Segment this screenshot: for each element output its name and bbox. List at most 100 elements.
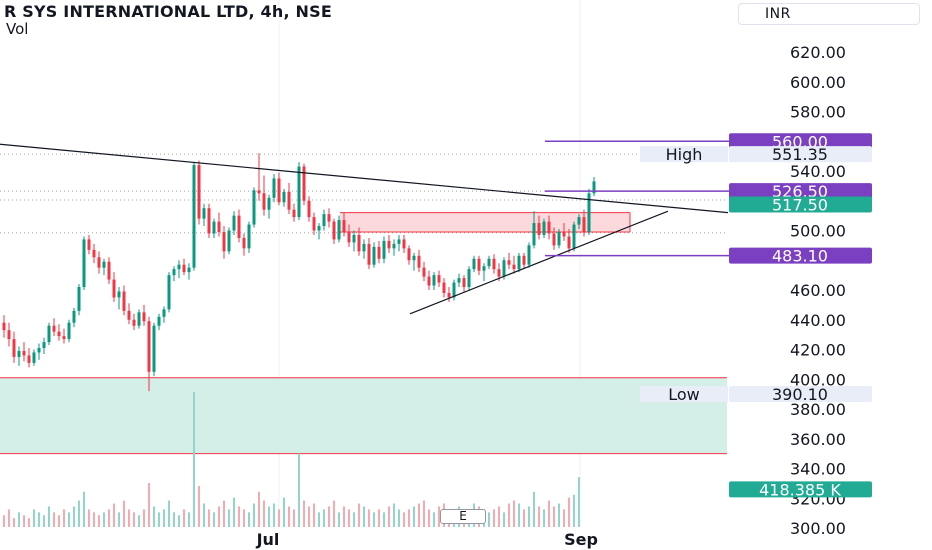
candle[interactable] [387, 234, 391, 253]
candle[interactable] [172, 266, 176, 282]
candle[interactable] [397, 234, 401, 252]
candle[interactable] [147, 316, 151, 392]
candle[interactable] [137, 309, 141, 329]
price-label-light[interactable]: 551.35 High [640, 145, 872, 164]
descending-trendline[interactable] [0, 143, 729, 214]
candle[interactable] [482, 263, 486, 282]
candle[interactable] [377, 240, 381, 264]
candle[interactable] [217, 212, 221, 237]
candle[interactable] [332, 218, 336, 244]
candle[interactable] [427, 270, 431, 290]
candle[interactable] [242, 233, 246, 256]
candle[interactable] [212, 218, 216, 238]
candle[interactable] [532, 211, 536, 249]
candle[interactable] [102, 258, 106, 276]
candle[interactable] [192, 162, 196, 271]
candle[interactable] [237, 209, 241, 243]
candle[interactable] [462, 275, 466, 292]
candle[interactable] [577, 214, 581, 230]
candle[interactable] [177, 260, 181, 279]
candle[interactable] [322, 209, 326, 231]
candle[interactable] [337, 215, 341, 243]
price-axis[interactable]: 620.00 600.00 580.00 540.00 500.00 460.00 440.… [640, 43, 872, 538]
price-label-purple[interactable]: 526.50 [729, 182, 872, 201]
price-label-green[interactable]: 418.385 K [729, 480, 872, 499]
candle[interactable] [297, 162, 301, 221]
candle[interactable] [37, 343, 41, 360]
candle[interactable] [467, 266, 471, 290]
candle[interactable] [292, 203, 296, 222]
candle[interactable] [107, 257, 111, 285]
candle[interactable] [442, 278, 446, 298]
candle[interactable] [127, 303, 131, 325]
candle[interactable] [352, 230, 356, 252]
symbol-title[interactable]: R SYS INTERNATIONAL LTD, 4h, NSE [4, 2, 332, 21]
currency-button[interactable]: INR [738, 3, 920, 25]
candle[interactable] [267, 194, 271, 219]
candle[interactable] [72, 307, 76, 328]
candle[interactable] [437, 270, 441, 288]
candle[interactable] [507, 252, 511, 270]
candle[interactable] [277, 172, 281, 206]
candle[interactable] [517, 252, 521, 273]
candle[interactable] [52, 318, 56, 337]
candle[interactable] [97, 251, 101, 274]
candle[interactable] [112, 272, 116, 302]
candle[interactable] [592, 176, 596, 197]
events-button[interactable]: E [440, 509, 486, 524]
candle[interactable] [342, 212, 346, 237]
candle[interactable] [87, 234, 91, 255]
price-label-light[interactable]: 390.10 Low [640, 385, 872, 404]
candle[interactable] [407, 245, 411, 265]
candle[interactable] [557, 229, 561, 249]
candle[interactable] [522, 252, 526, 270]
candle[interactable] [202, 203, 206, 227]
candle[interactable] [92, 243, 96, 264]
drawings[interactable] [0, 140, 730, 315]
candle[interactable] [197, 160, 201, 225]
candle[interactable] [477, 255, 481, 276]
candle[interactable] [302, 163, 306, 206]
candle[interactable] [562, 223, 566, 241]
candle[interactable] [527, 242, 531, 268]
candle[interactable] [157, 313, 161, 331]
candle[interactable] [7, 322, 11, 347]
candle[interactable] [417, 249, 421, 273]
volume-indicator-label[interactable]: Vol [6, 20, 29, 38]
candle[interactable] [117, 287, 121, 310]
candle[interactable] [447, 287, 451, 302]
candle[interactable] [587, 188, 591, 235]
candle[interactable] [47, 322, 51, 346]
candle[interactable] [402, 234, 406, 253]
candle[interactable] [372, 242, 376, 268]
candle[interactable] [77, 284, 81, 316]
candle[interactable] [472, 255, 476, 273]
candle[interactable] [362, 239, 366, 259]
price-label-purple[interactable]: 483.10 [729, 247, 872, 266]
candle[interactable] [382, 236, 386, 264]
candle[interactable] [247, 221, 251, 253]
candle[interactable] [32, 349, 36, 366]
candle[interactable] [2, 315, 6, 338]
candle[interactable] [312, 212, 316, 235]
candle[interactable] [307, 196, 311, 222]
candle[interactable] [187, 263, 191, 280]
candle[interactable] [582, 209, 586, 237]
candle[interactable] [207, 203, 211, 238]
candle[interactable] [487, 255, 491, 270]
candle[interactable] [357, 227, 361, 256]
candles[interactable] [2, 153, 596, 392]
candle[interactable] [162, 306, 166, 323]
candle[interactable] [152, 322, 156, 377]
candle[interactable] [167, 272, 171, 313]
ascending-trendline[interactable] [409, 210, 669, 315]
candle[interactable] [542, 218, 546, 238]
candle[interactable] [252, 187, 256, 228]
candle[interactable] [57, 324, 61, 341]
candle[interactable] [567, 229, 571, 253]
candle[interactable] [572, 221, 576, 252]
candle[interactable] [552, 227, 556, 250]
candle[interactable] [142, 304, 146, 326]
candle[interactable] [257, 153, 261, 201]
candle[interactable] [132, 313, 136, 331]
